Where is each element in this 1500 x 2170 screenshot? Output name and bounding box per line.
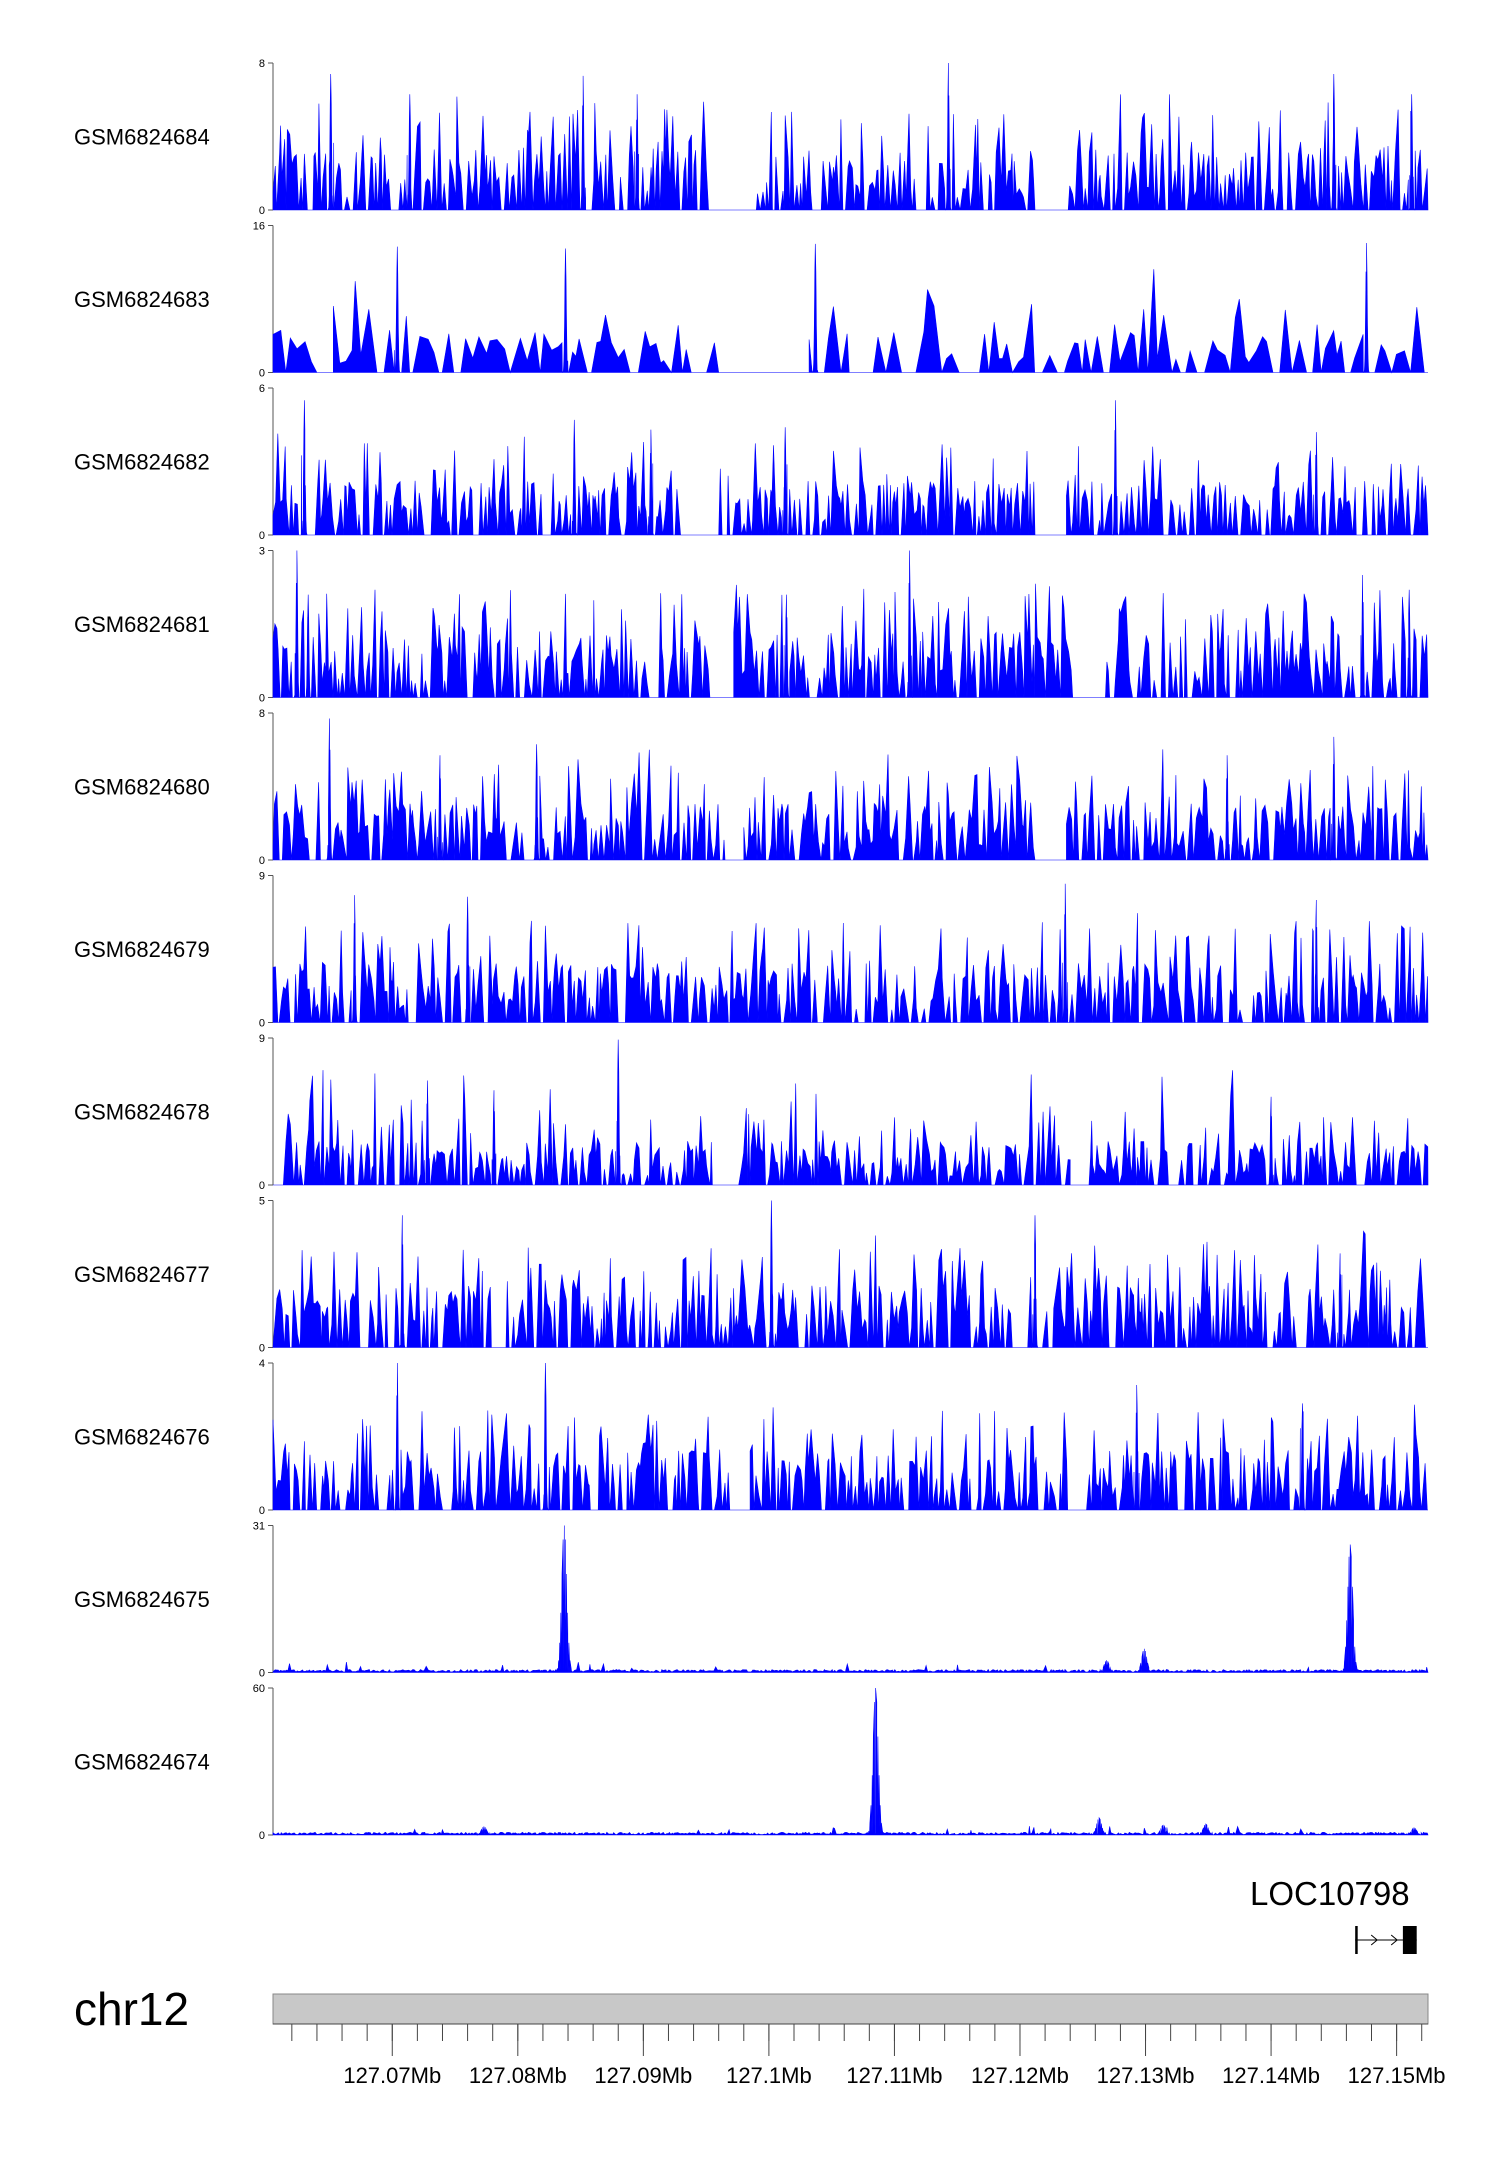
track-GSM6824681: GSM6824681 3 0 [74,546,1429,705]
signal-area [272,62,1429,211]
gene-exon [1355,1926,1358,1954]
track-label: GSM6824678 [74,1100,210,1125]
major-tick-label: 127.13Mb [1097,2063,1195,2088]
y-tick-label-min: 0 [259,1018,265,1030]
major-tick-label: 127.1Mb [726,2063,812,2088]
y-tick-label-max: 6 [259,383,265,395]
track-label: GSM6824683 [74,287,210,312]
signal-area [272,718,1429,861]
major-tick-label: 127.09Mb [594,2063,692,2088]
y-tick-label-min: 0 [259,1343,265,1355]
y-tick-label-max: 60 [253,1683,265,1695]
track-GSM6824674: GSM6824674 60 0 [74,1683,1429,1842]
y-tick-label-min: 0 [259,1830,265,1842]
y-tick-label-max: 3 [259,546,265,558]
strand-arrow [1370,1934,1378,1946]
signal-area [272,1687,1429,1836]
signal-area [273,1039,1429,1186]
strand-arrow [1390,1934,1398,1946]
signal-area [272,242,1428,374]
track-label: GSM6824677 [74,1262,210,1287]
track-GSM6824677: GSM6824677 5 0 [74,1196,1428,1355]
track-label: GSM6824680 [74,775,210,800]
y-tick-label-max: 31 [253,1521,265,1533]
signal-area [272,1200,1428,1349]
signal-area [272,400,1429,536]
major-tick-label: 127.11Mb [846,2063,942,2088]
major-tick-label: 127.07Mb [343,2063,441,2088]
track-GSM6824679: GSM6824679 9 0 [74,871,1429,1030]
y-tick-label-min: 0 [259,205,265,217]
y-tick-label-min: 0 [259,1668,265,1680]
y-tick-label-max: 5 [259,1196,265,1208]
chromosome-axis: chr12 127.07Mb 127.08Mb 127.09Mb 127.1Mb 127.… [74,1983,1446,2088]
track-GSM6824675: GSM6824675 31 0 [74,1521,1429,1680]
gene-annotation-track: LOC10798 [1250,1875,1417,1954]
track-label: GSM6824679 [74,937,210,962]
track-label: GSM6824681 [74,612,210,637]
y-tick-label-min: 0 [259,368,265,380]
major-tick-label: 127.15Mb [1348,2063,1446,2088]
chromosome-ideogram [272,1993,1429,2025]
signal-tracks: GSM682468480GSM6824683160GSM682468260GSM… [74,58,1429,1842]
y-tick-label-min: 0 [259,530,265,542]
y-tick-label-max: 16 [253,221,265,233]
y-tick-label-min: 0 [259,1505,265,1517]
chromosome-label: chr12 [74,1983,189,2035]
y-tick-label-min: 0 [259,855,265,867]
gene-exon [1402,1926,1417,1954]
gene-label: LOC10798 [1250,1875,1410,1912]
track-GSM6824682: GSM6824682 6 0 [74,383,1429,542]
track-GSM6824683: GSM6824683 16 0 [74,221,1428,380]
track-GSM6824684: GSM6824684 8 0 [74,58,1429,217]
y-tick-label-max: 9 [259,1033,265,1045]
y-tick-label-min: 0 [259,1180,265,1192]
major-tick-label: 127.14Mb [1222,2063,1320,2088]
signal-area [272,883,1429,1023]
y-tick-label-min: 0 [259,693,265,705]
y-tick-label-max: 9 [259,871,265,883]
track-GSM6824678: GSM6824678 9 0 [74,1033,1429,1192]
major-tick-label: 127.08Mb [469,2063,567,2088]
track-label: GSM6824684 [74,125,210,150]
track-GSM6824676: GSM6824676 4 0 [74,1358,1428,1517]
signal-area [272,1525,1429,1674]
signal-area [272,550,1429,699]
track-label: GSM6824682 [74,450,210,475]
track-label: GSM6824675 [74,1587,210,1612]
track-label: GSM6824674 [74,1750,210,1775]
track-label: GSM6824676 [74,1425,210,1450]
track-GSM6824680: GSM6824680 8 0 [74,708,1429,867]
y-tick-label-max: 4 [259,1358,265,1370]
major-tick-label: 127.12Mb [971,2063,1069,2088]
signal-area [272,1362,1428,1511]
y-tick-label-max: 8 [259,58,265,70]
y-tick-label-max: 8 [259,708,265,720]
